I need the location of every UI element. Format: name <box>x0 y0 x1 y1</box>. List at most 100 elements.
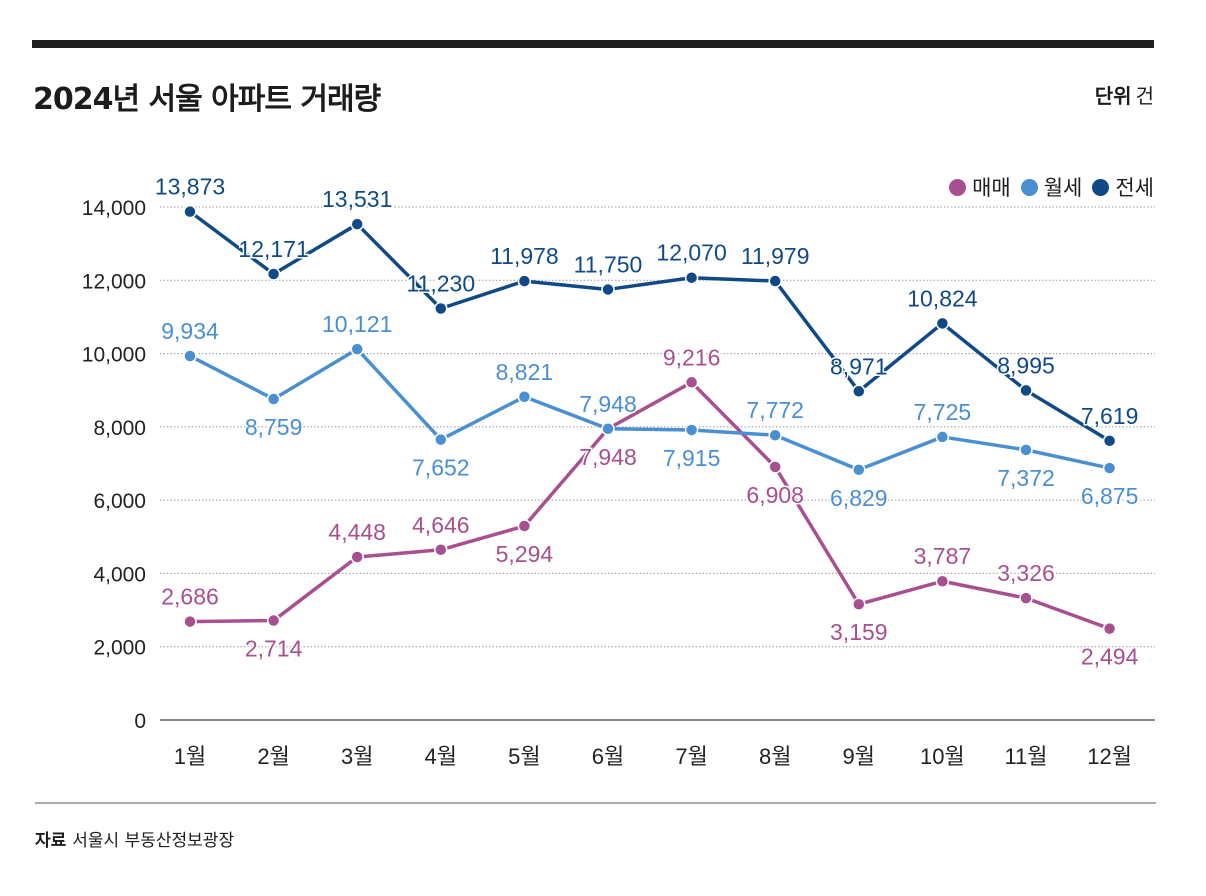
y-tick-label: 4,000 <box>93 563 146 586</box>
data-point-jeonse <box>1019 383 1033 398</box>
source-note: 자료 서울시 부동산정보광장 <box>35 826 234 851</box>
series-line-sale <box>188 380 1112 631</box>
data-point-jeonse <box>852 384 866 399</box>
data-point-jeonse <box>183 204 197 219</box>
x-tick-label: 12월 <box>1087 744 1132 769</box>
x-tick-label: 7월 <box>675 744 707 769</box>
data-label-sale: 2,686 <box>161 584 219 610</box>
series-line-jeonse <box>188 209 1112 443</box>
data-label-monthly-rent: 7,915 <box>663 445 721 471</box>
y-tick-label: 2,000 <box>93 637 146 660</box>
source-value: 서울시 부동산정보광장 <box>72 831 235 851</box>
data-label-jeonse: 11,978 <box>490 243 559 269</box>
data-label-jeonse: 8,971 <box>830 353 888 379</box>
data-label-monthly-rent: 6,875 <box>1081 483 1139 509</box>
unit-note: 단위 건 <box>1095 80 1154 109</box>
data-label-jeonse: 11,750 <box>574 251 643 277</box>
data-point-jeonse <box>434 301 448 316</box>
x-tick-label: 4월 <box>425 744 457 769</box>
data-label-sale: 4,448 <box>328 519 386 545</box>
unit-value: 건 <box>1135 84 1154 108</box>
data-point-monthly-rent <box>517 390 532 404</box>
legend-label-sale: 매매 <box>972 176 1011 200</box>
data-point-sale <box>1102 621 1117 636</box>
data-point-monthly-rent <box>350 342 364 356</box>
legend-dot-monthly-rent <box>1020 178 1038 196</box>
data-label-sale: 2,714 <box>245 636 303 662</box>
data-label-monthly-rent: 8,759 <box>245 414 303 440</box>
data-point-monthly-rent <box>684 423 699 437</box>
data-point-jeonse <box>517 274 532 288</box>
data-label-jeonse: 13,531 <box>322 186 392 212</box>
data-point-monthly-rent <box>1019 443 1033 457</box>
data-label-monthly-rent: 6,829 <box>830 485 888 511</box>
data-point-sale <box>1019 591 1033 605</box>
data-point-sale <box>183 614 197 629</box>
data-label-jeonse: 7,619 <box>1081 403 1139 429</box>
x-tick-label: 11월 <box>1004 744 1047 769</box>
chart-title: 2024년 서울 아파트 거래량 <box>33 82 381 117</box>
data-point-sale <box>768 460 782 474</box>
data-label-jeonse: 12,171 <box>238 236 308 262</box>
source-label: 자료 <box>35 831 67 851</box>
data-label-jeonse: 10,824 <box>907 285 978 311</box>
data-point-sale <box>684 375 699 390</box>
data-point-sale <box>852 597 866 611</box>
data-label-sale: 2,494 <box>1081 644 1139 670</box>
data-point-monthly-rent <box>1102 461 1117 475</box>
data-label-sale: 6,908 <box>746 482 804 508</box>
data-point-monthly-rent <box>852 463 866 477</box>
data-label-monthly-rent: 7,372 <box>997 465 1055 491</box>
data-point-jeonse <box>684 270 699 285</box>
x-tick-label: 5월 <box>508 744 540 769</box>
data-point-sale <box>350 550 364 564</box>
x-tick-label: 10월 <box>920 744 965 769</box>
legend-label-monthly-rent: 월세 <box>1043 176 1083 200</box>
y-tick-label: 0 <box>134 710 146 733</box>
x-tick-label: 3월 <box>341 744 373 769</box>
data-label-jeonse: 13,873 <box>155 174 225 200</box>
data-point-sale <box>434 543 448 557</box>
y-tick-label: 10,000 <box>82 344 146 367</box>
x-tick-label: 6월 <box>592 744 624 769</box>
data-point-monthly-rent <box>183 349 197 363</box>
data-point-jeonse <box>601 282 615 297</box>
data-point-monthly-rent <box>434 432 448 447</box>
x-tick-label: 1월 <box>174 744 206 769</box>
legend-item-monthly-rent: 월세 <box>1020 172 1083 202</box>
unit-label: 단위 <box>1094 84 1132 108</box>
data-point-monthly-rent <box>601 422 615 436</box>
data-label-jeonse: 8,995 <box>997 352 1055 378</box>
data-point-jeonse <box>266 267 281 281</box>
data-point-jeonse <box>768 274 782 288</box>
data-point-sale <box>517 519 532 533</box>
data-point-monthly-rent <box>768 428 782 442</box>
top-rule <box>32 40 1154 48</box>
data-label-sale: 3,787 <box>914 543 972 569</box>
data-label-sale: 9,216 <box>663 344 721 370</box>
data-point-jeonse <box>1102 434 1117 448</box>
legend-item-sale: 매매 <box>949 172 1011 202</box>
x-tick-label: 9월 <box>843 744 875 769</box>
data-label-monthly-rent: 7,725 <box>914 399 972 425</box>
legend-dot-sale <box>949 178 967 196</box>
data-point-monthly-rent <box>266 392 281 406</box>
data-label-sale: 3,326 <box>997 560 1055 586</box>
data-label-monthly-rent: 7,948 <box>579 391 637 417</box>
data-label-sale: 4,646 <box>412 512 470 538</box>
y-tick-label: 14,000 <box>82 197 146 220</box>
y-tick-label: 8,000 <box>93 417 146 440</box>
y-tick-label: 12,000 <box>82 270 146 293</box>
data-label-sale: 7,948 <box>579 444 637 470</box>
legend-label-jeonse: 전세 <box>1115 176 1154 200</box>
legend-item-jeonse: 전세 <box>1092 172 1154 202</box>
data-point-jeonse <box>350 217 364 231</box>
data-label-jeonse: 11,979 <box>741 243 810 269</box>
data-label-sale: 3,159 <box>830 619 888 645</box>
series-line-monthly-rent <box>188 347 1112 472</box>
legend-dot-jeonse <box>1092 178 1110 196</box>
x-tick-label: 8월 <box>759 744 791 769</box>
data-label-monthly-rent: 7,652 <box>412 455 470 481</box>
data-label-jeonse: 11,230 <box>406 271 475 297</box>
